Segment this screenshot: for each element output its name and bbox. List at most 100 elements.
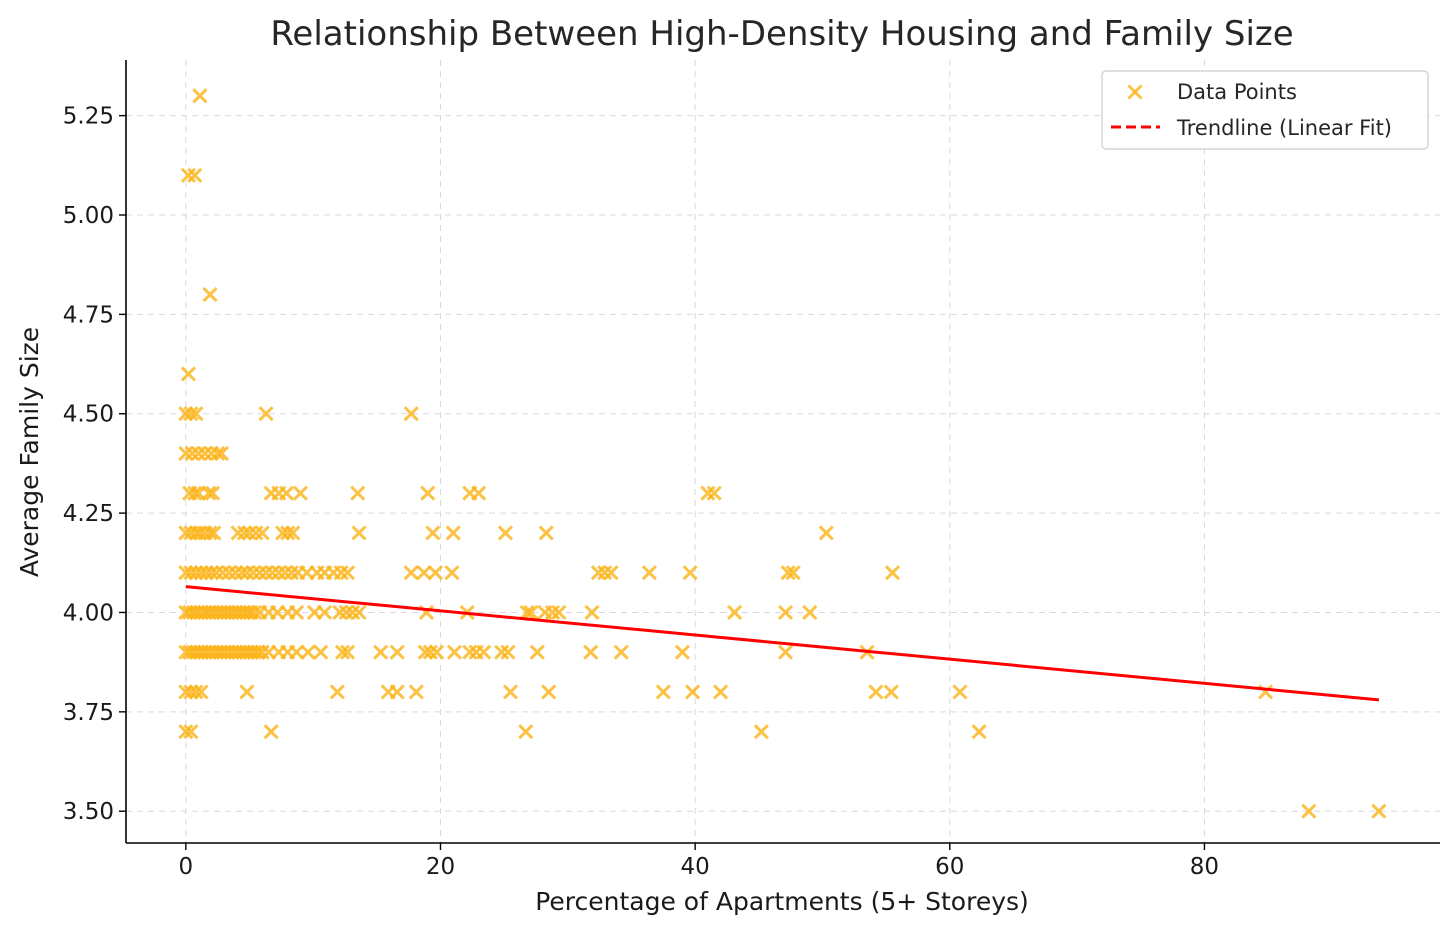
- y-tick-label: 5.00: [63, 203, 114, 229]
- data-point-stroke: [180, 366, 196, 382]
- chart-title: Relationship Between High-Density Housin…: [270, 14, 1293, 54]
- data-point: [425, 525, 441, 541]
- data-point: [248, 525, 264, 541]
- data-point: [429, 644, 445, 660]
- data-point-stroke: [538, 525, 554, 541]
- data-point: [183, 724, 199, 740]
- data-point: [300, 644, 316, 660]
- data-point-stroke: [780, 565, 796, 581]
- data-point: [252, 565, 268, 581]
- data-point-stroke: [529, 644, 545, 660]
- data-point: [494, 644, 510, 660]
- data-point-stroke: [329, 684, 345, 700]
- data-point: [215, 565, 231, 581]
- data-point: [239, 565, 255, 581]
- data-point: [541, 684, 557, 700]
- data-point: [227, 565, 244, 581]
- data-point: [603, 565, 619, 581]
- data-point-stroke: [502, 684, 519, 700]
- data-point: [502, 684, 519, 700]
- data-point-stroke: [187, 167, 203, 183]
- data-point-stroke: [248, 525, 264, 541]
- data-point: [445, 525, 461, 541]
- data-point: [329, 684, 345, 700]
- legend-x-stroke: [1127, 84, 1143, 100]
- data-point-stroke: [700, 485, 716, 501]
- data-point: [444, 565, 460, 581]
- data-point-stroke: [583, 644, 599, 660]
- data-point: [197, 445, 213, 462]
- data-point-stroke: [239, 684, 255, 700]
- data-point-stroke: [425, 525, 441, 541]
- data-point-stroke: [446, 644, 463, 660]
- data-point-stroke: [221, 565, 237, 581]
- data-point: [234, 565, 250, 581]
- data-point-stroke: [280, 525, 296, 541]
- data-point-stroke: [518, 724, 534, 740]
- data-point: [239, 684, 255, 700]
- x-tick-label: 20: [426, 854, 455, 880]
- data-point: [188, 684, 204, 700]
- data-point: [210, 445, 226, 462]
- data-point: [1301, 803, 1317, 819]
- data-point: [263, 724, 279, 740]
- data-point: [471, 485, 487, 501]
- x-axis-ticks: 0 20 40 60 80: [179, 843, 1219, 880]
- data-point: [544, 604, 561, 621]
- data-point-stroke: [785, 565, 801, 581]
- data-point-stroke: [476, 644, 492, 660]
- data-point: [339, 644, 356, 660]
- data-point-stroke: [188, 684, 204, 700]
- data-point: [202, 286, 218, 303]
- data-point-stroke: [597, 565, 613, 581]
- data-point-stroke: [674, 644, 690, 660]
- data-point-stroke: [471, 485, 487, 501]
- data-point: [221, 565, 237, 581]
- data-point: [187, 167, 203, 183]
- data-point-stroke: [202, 525, 218, 541]
- data-point: [497, 525, 513, 541]
- data-point: [777, 604, 794, 621]
- data-point: [245, 565, 261, 581]
- data-point: [202, 525, 218, 541]
- data-point-stroke: [544, 604, 561, 621]
- data-point: [1371, 803, 1387, 819]
- data-point: [334, 644, 351, 660]
- data-point-stroke: [519, 604, 535, 621]
- data-point-stroke: [641, 565, 657, 581]
- data-point-stroke: [206, 525, 222, 541]
- y-tick-label: 4.50: [63, 402, 114, 428]
- data-point: [230, 525, 246, 541]
- data-point: [389, 684, 405, 700]
- data-point: [373, 644, 389, 660]
- data-point-stroke: [422, 644, 438, 660]
- y-tick-label: 5.25: [63, 104, 114, 130]
- data-point-stroke: [236, 525, 252, 541]
- data-point-stroke: [289, 604, 305, 621]
- data-point: [213, 445, 230, 462]
- data-point-stroke: [884, 565, 901, 581]
- data-point: [258, 565, 274, 581]
- data-point: [551, 604, 567, 621]
- data-point: [180, 366, 196, 382]
- data-point: [674, 644, 690, 660]
- data-point-stroke: [351, 604, 367, 621]
- x-tick-label: 80: [1190, 854, 1219, 880]
- data-point-stroke: [1371, 803, 1387, 819]
- data-point: [462, 644, 478, 660]
- data-point-stroke: [241, 525, 258, 541]
- data-point-stroke: [427, 565, 443, 581]
- data-point: [389, 644, 405, 660]
- data-point: [313, 644, 329, 660]
- data-point-stroke: [417, 644, 433, 660]
- data-point: [333, 565, 349, 581]
- data-point-stroke: [713, 684, 729, 700]
- data-point: [777, 644, 794, 660]
- data-point-stroke: [416, 565, 432, 581]
- data-point-stroke: [215, 565, 231, 581]
- data-point-stroke: [317, 604, 333, 621]
- legend-box: [1101, 70, 1429, 150]
- data-point-stroke: [952, 684, 968, 700]
